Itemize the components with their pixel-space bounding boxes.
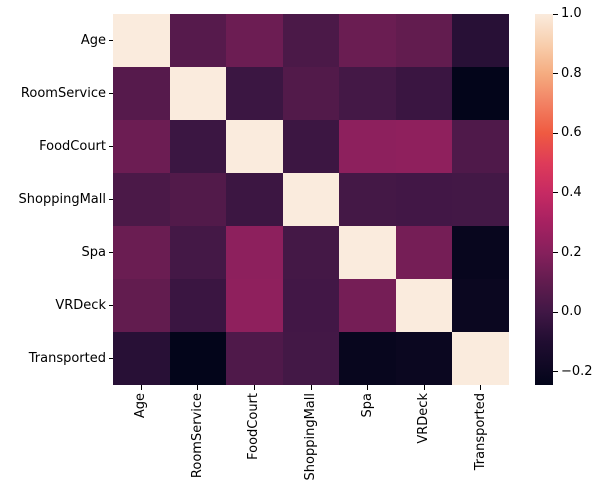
- heatmap-cell: [113, 14, 170, 67]
- heatmap-cell: [226, 14, 283, 67]
- heatmap-cell: [169, 226, 227, 279]
- y-tick-mark: [108, 252, 113, 253]
- x-tick-label: Age: [133, 393, 149, 419]
- x-tick-mark: [480, 385, 482, 390]
- x-tick-label: RoomService: [189, 393, 205, 479]
- heatmap-cell: [395, 279, 453, 332]
- heatmap-cell: [339, 279, 396, 332]
- x-tick-label: FoodCourt: [246, 393, 262, 460]
- heatmap-cell: [339, 173, 396, 226]
- heatmap-cell: [226, 279, 283, 332]
- colorbar-tick-label: 0.0: [561, 304, 582, 320]
- heatmap-cell: [452, 173, 509, 226]
- x-tick-mark: [197, 385, 199, 390]
- x-tick-label: Transported: [472, 393, 488, 471]
- y-tick-mark: [108, 93, 113, 94]
- x-tick-mark: [140, 385, 142, 390]
- colorbar-tick-mark: [553, 13, 558, 15]
- heatmap-cell: [226, 173, 283, 226]
- heatmap-cell: [282, 226, 340, 279]
- colorbar-tick-label: 1.0: [561, 6, 582, 21]
- y-tick-mark: [108, 40, 113, 41]
- heatmap-cell: [113, 120, 170, 173]
- colorbar-tick-mark: [553, 192, 558, 194]
- heatmap-cell: [339, 67, 396, 120]
- heatmap-cell: [395, 332, 453, 385]
- y-tick-label: RoomService: [20, 85, 106, 101]
- colorbar-tick-label: −0.2: [561, 363, 593, 379]
- x-tick-mark: [310, 385, 312, 390]
- colorbar-tick-label: 0.8: [561, 65, 582, 81]
- heatmap-cell: [339, 120, 396, 173]
- heatmap-cell: [282, 67, 340, 120]
- heatmap-cell: [452, 67, 509, 120]
- y-tick-mark: [108, 358, 113, 359]
- heatmap-cell: [282, 14, 340, 67]
- heatmap-cell: [395, 14, 453, 67]
- heatmap-cell: [395, 173, 453, 226]
- colorbar-tick-label: 0.6: [561, 125, 582, 141]
- heatmap-cell: [113, 279, 170, 332]
- heatmap-cell: [169, 173, 227, 226]
- y-tick-label: Transported: [28, 350, 106, 366]
- colorbar-tick-mark: [553, 311, 558, 313]
- heatmap-cell: [113, 332, 170, 385]
- y-tick-label: ShoppingMall: [18, 191, 106, 207]
- heatmap-cell: [282, 332, 340, 385]
- heatmap-cell: [452, 14, 509, 67]
- heatmap-cell: [339, 14, 396, 67]
- heatmap-cell: [395, 120, 453, 173]
- y-tick-label: FoodCourt: [39, 138, 106, 154]
- heatmap-cell: [113, 67, 170, 120]
- heatmap-cell: [339, 226, 396, 279]
- heatmap-cell: [169, 67, 227, 120]
- x-tick-label: VRDeck: [416, 393, 432, 444]
- colorbar: [535, 14, 553, 385]
- x-tick-label: Spa: [359, 393, 375, 418]
- heatmap-cell: [452, 120, 509, 173]
- x-tick-label: ShoppingMall: [303, 393, 318, 481]
- heatmap-cell: [282, 279, 340, 332]
- x-tick-mark: [253, 385, 255, 390]
- x-tick-mark: [367, 385, 369, 390]
- heatmap-cell: [452, 332, 509, 385]
- colorbar-tick-mark: [553, 252, 558, 254]
- colorbar-tick-mark: [553, 73, 558, 75]
- heatmap-cell: [113, 226, 170, 279]
- heatmap-cell: [226, 226, 283, 279]
- y-tick-mark: [108, 199, 113, 200]
- heatmap-cell: [395, 67, 453, 120]
- y-tick-label: VRDeck: [55, 297, 106, 313]
- y-tick-label: Age: [80, 32, 106, 48]
- heatmap-cell: [282, 120, 340, 173]
- y-tick-mark: [108, 305, 113, 306]
- heatmap-cell: [169, 120, 227, 173]
- colorbar-tick-mark: [553, 132, 558, 134]
- y-tick-mark: [108, 146, 113, 147]
- heatmap-cell: [113, 173, 170, 226]
- heatmap-cell: [169, 332, 227, 385]
- colorbar-tick-label: 0.4: [561, 184, 582, 200]
- heatmap-cell: [226, 67, 283, 120]
- colorbar-tick-label: 0.2: [561, 244, 582, 260]
- heatmap-cell: [452, 279, 509, 332]
- heatmap-cell: [226, 332, 283, 385]
- x-tick-mark: [423, 385, 425, 390]
- colorbar-tick-mark: [553, 371, 558, 373]
- heatmap-cell: [452, 226, 509, 279]
- heatmap-cell: [226, 120, 283, 173]
- heatmap-cell: [395, 226, 453, 279]
- y-tick-label: Spa: [81, 244, 106, 260]
- heatmap-cell: [282, 173, 340, 226]
- heatmap-cell: [339, 332, 396, 385]
- heatmap-cell: [169, 279, 227, 332]
- heatmap: [113, 14, 509, 385]
- heatmap-cell: [169, 14, 227, 67]
